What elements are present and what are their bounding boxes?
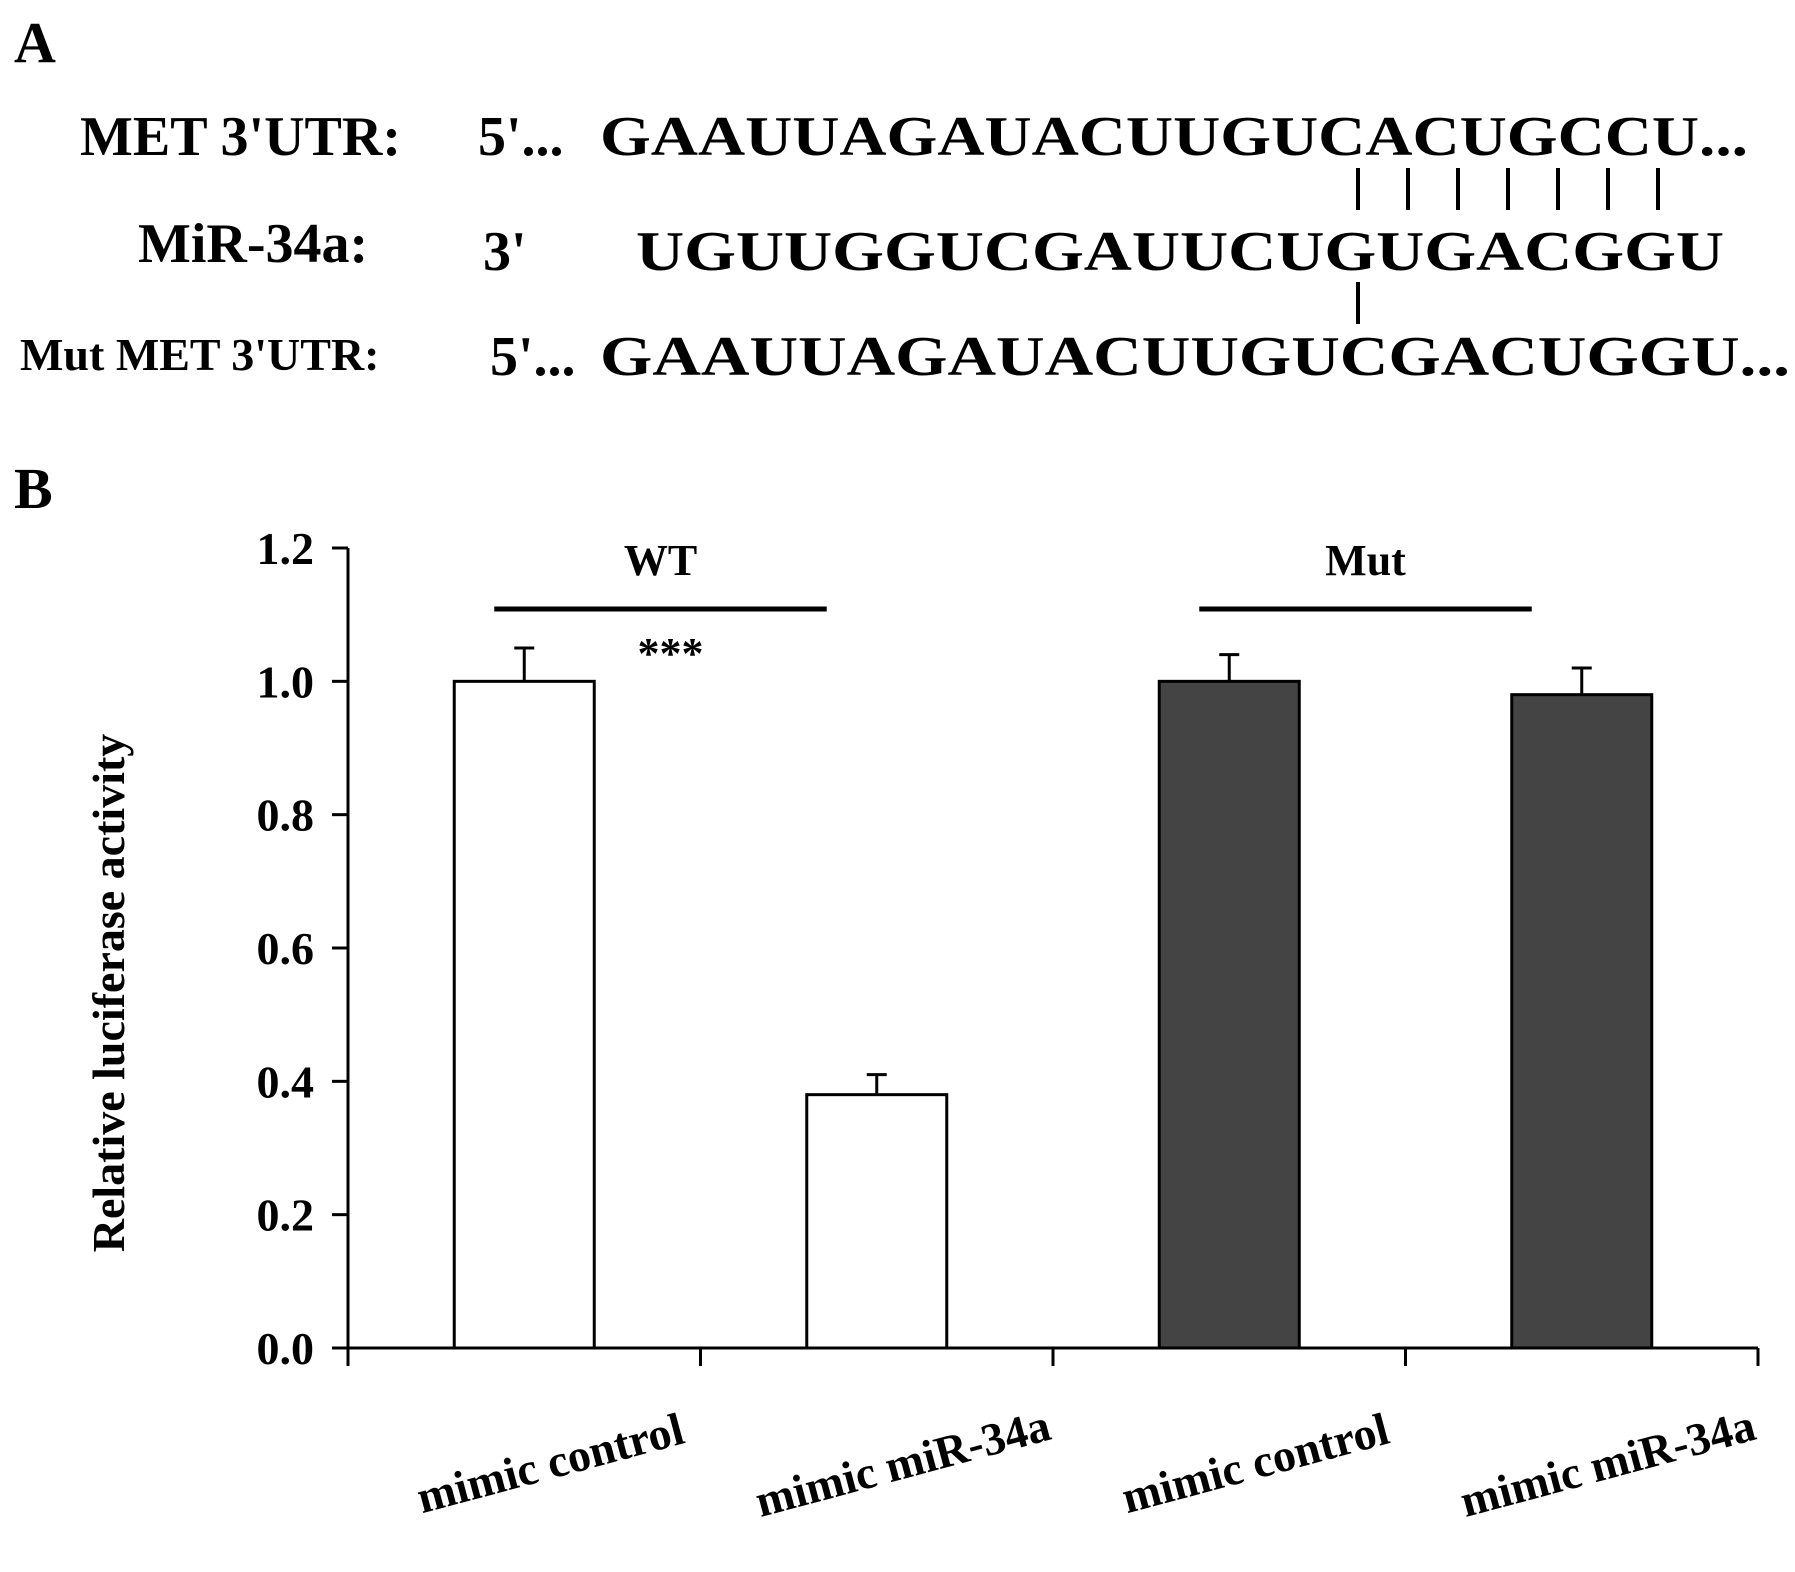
- bar-chart: 0.0 0.2 0.4 0.6 0.8 1.0 1.2 WT *** Mut mimic con…: [83, 523, 1761, 1527]
- y-tick-label: 0.8: [257, 790, 315, 841]
- panel-a-label: A: [14, 10, 56, 75]
- error-bars: [514, 646, 1592, 1095]
- x-tick-labels: mimic control mimic miR-34a mimic control m…: [411, 1399, 1760, 1527]
- x-tick-label: mimic miR-34a: [750, 1399, 1056, 1527]
- significance-marker: ***: [638, 629, 704, 678]
- mut-utr-prime: 5'...: [490, 326, 576, 388]
- mir34a-prime: 3': [483, 221, 527, 283]
- y-tick-label: 0.4: [257, 1056, 315, 1107]
- mut-utr-name: Mut MET 3'UTR:: [20, 329, 380, 380]
- panel-b-label: B: [14, 456, 53, 521]
- y-tick-label: 1.0: [257, 656, 315, 707]
- bar: [1510, 693, 1654, 1350]
- bars: [452, 679, 1654, 1350]
- group-annotations: WT *** Mut: [494, 536, 1532, 678]
- y-tick-label: 0.0: [257, 1323, 315, 1374]
- x-tick-label: mimic control: [411, 1403, 689, 1523]
- y-tick-label: 0.2: [257, 1190, 315, 1241]
- bar: [1157, 679, 1301, 1350]
- y-ticks: 0.0 0.2 0.4 0.6 0.8 1.0 1.2: [257, 523, 348, 1374]
- group-label: Mut: [1325, 536, 1406, 585]
- met-utr-name: MET 3'UTR:: [80, 106, 401, 168]
- mir34a-sequence: UGUUGGUCGAUUCUGUGACGGU: [636, 221, 1724, 283]
- group-label: WT: [624, 536, 697, 585]
- bar: [805, 1093, 949, 1350]
- mir34a-name: MiR-34a:: [138, 213, 368, 275]
- x-tick-label: mimic miR-34a: [1455, 1399, 1761, 1527]
- bar: [452, 679, 596, 1350]
- x-tick-label: mimic control: [1116, 1403, 1394, 1523]
- met-utr-sequence: GAAUUAGAUACUUGUCACUGCCU...: [600, 106, 1748, 168]
- met-utr-prime: 5'...: [478, 106, 564, 168]
- y-axis-label: Relative luciferase activity: [83, 734, 134, 1253]
- y-tick-label: 0.6: [257, 923, 315, 974]
- sequence-alignment: MET 3'UTR: 5'... GAAUUAGAUACUUGUCACUGCCU…: [20, 106, 1790, 388]
- y-tick-label: 1.2: [257, 523, 315, 574]
- mut-utr-sequence: GAAUUAGAUACUUGUCGACUGGU...: [600, 326, 1790, 388]
